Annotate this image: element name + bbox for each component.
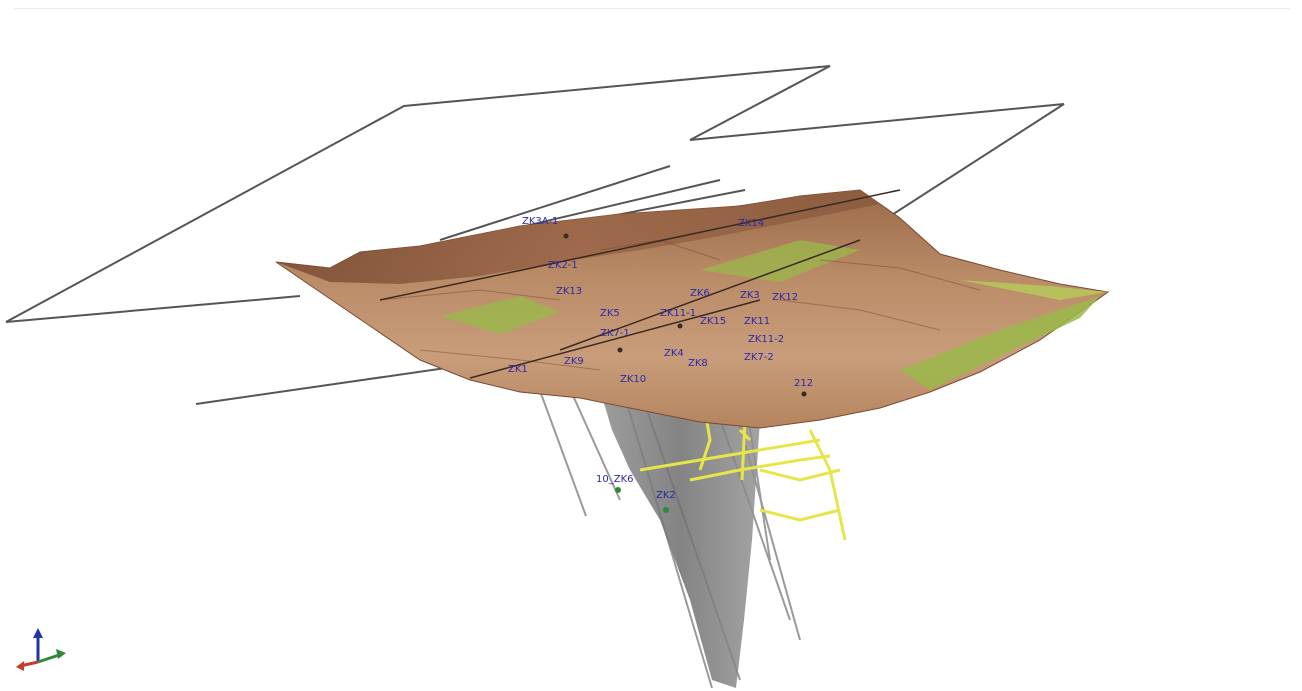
drillhole-label: ZK13	[556, 286, 582, 297]
xyz-axis-triad-icon	[16, 628, 66, 671]
profile-lines	[379, 189, 901, 379]
drillhole-label: 212	[794, 378, 813, 389]
drillhole-label: ZK2-1	[548, 260, 578, 271]
drillhole-label: ZK11	[744, 316, 770, 327]
drillhole-label: ZK10	[620, 374, 646, 385]
drillhole-labels: ZK3A-1 ZK2-1 ZK5 ZK11-1 ZK7-1 ZK1 ZK9 ZK…	[508, 216, 813, 501]
drillhole-label: 10_ZK6	[596, 474, 634, 485]
section-line-1	[439, 165, 671, 241]
drillhole-label: ZK14	[738, 218, 764, 229]
upper-boundary-plane	[5, 65, 1065, 323]
drillhole-label: ZK3	[740, 290, 760, 301]
drillhole-label: ZK4	[664, 348, 684, 359]
drillhole-label: ZK7-2	[744, 352, 774, 363]
drillhole-label: ZK1	[508, 364, 528, 375]
section-line-2	[499, 179, 721, 233]
drillhole-markers	[563, 233, 807, 513]
drillhole-label: ZK7-1	[600, 328, 630, 339]
drillhole-label: ZK8	[688, 358, 708, 369]
drillhole-label: ZK15	[700, 316, 726, 327]
drillhole-label: ZK3A-1	[522, 216, 558, 227]
drillhole-label: ZK2	[656, 490, 676, 501]
drillhole-label: ZK6	[690, 288, 710, 299]
drillhole-label: ZK11-2	[748, 334, 784, 345]
drillhole-label: ZK9	[564, 356, 584, 367]
top-divider	[14, 8, 1290, 9]
drillhole-label: ZK11-1	[660, 308, 696, 319]
drillhole-label: ZK12	[772, 292, 798, 303]
boundary-edge-left	[5, 295, 301, 323]
drillhole-label: ZK5	[600, 308, 620, 319]
terrain-surface	[275, 189, 1110, 429]
